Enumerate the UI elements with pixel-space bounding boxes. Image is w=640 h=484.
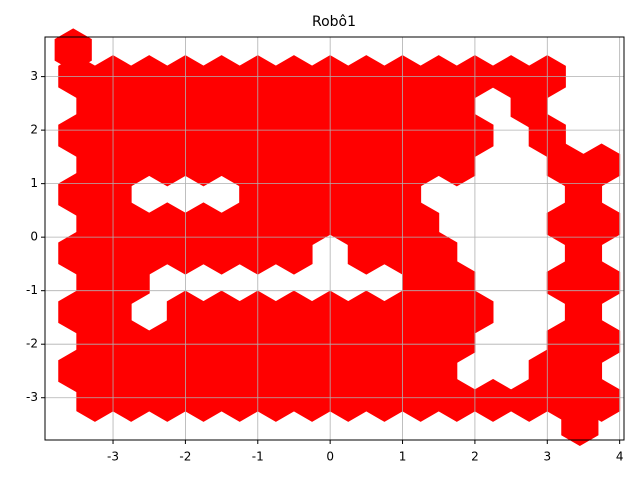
y-tick-label: 2 [30, 123, 38, 137]
x-tick-label: 0 [326, 450, 334, 464]
hexagon-marker [275, 231, 313, 275]
axes-frame [44, 36, 625, 441]
plot-area [54, 28, 621, 446]
y-tick-label: 3 [30, 69, 38, 83]
hexagon-marker [54, 28, 92, 72]
hexagon-marker [474, 378, 512, 422]
x-tick-label: -1 [252, 450, 264, 464]
x-tick-label: 4 [616, 450, 624, 464]
y-tick-label: -1 [26, 283, 38, 297]
y-tick-label: -2 [26, 337, 38, 351]
hexagon-marker [561, 403, 599, 446]
y-tick-label: -3 [26, 390, 38, 404]
x-tick-label: -3 [107, 450, 119, 464]
chart-title: Robô1 [312, 14, 356, 30]
x-tick-label: 3 [543, 450, 551, 464]
y-tick-label: 1 [30, 176, 38, 190]
y-tick-label: 0 [30, 230, 38, 244]
x-tick-label: 1 [399, 450, 407, 464]
x-tick-label: -2 [179, 450, 191, 464]
x-tick-label: 2 [471, 450, 479, 464]
